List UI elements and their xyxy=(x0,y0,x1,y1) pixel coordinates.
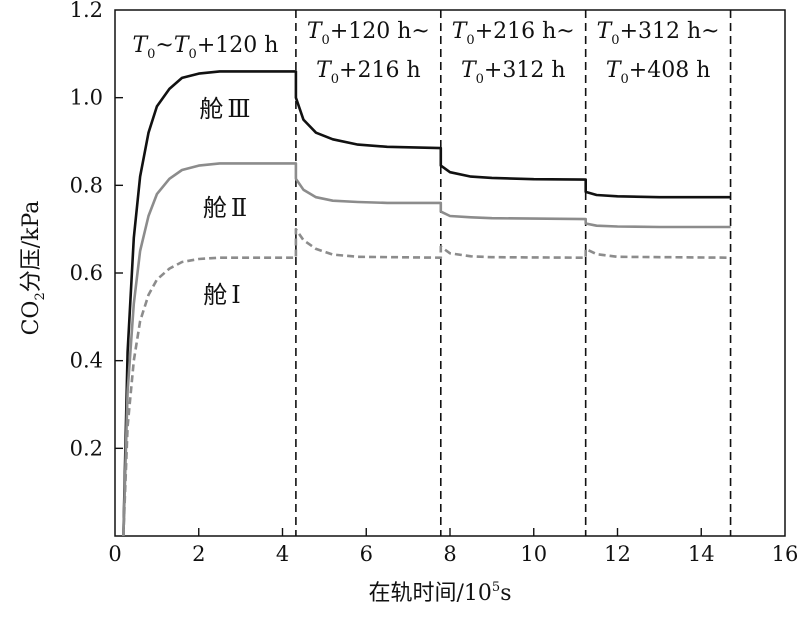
x-tick-label: 10 xyxy=(520,542,547,566)
x-tick-label: 6 xyxy=(360,542,373,566)
y-axis-title: CO2分压/kPa xyxy=(19,201,48,336)
series-labels: 舱 Ⅲ 舱 Ⅱ 舱 Ⅰ xyxy=(199,95,250,309)
phase-boundaries xyxy=(295,10,732,536)
x-tick-label: 2 xyxy=(192,542,205,566)
x-tick-label: 14 xyxy=(688,542,715,566)
x-tick-label: 16 xyxy=(772,542,799,566)
series-line-1 xyxy=(122,70,731,537)
y-tick-label: 1.2 xyxy=(70,0,103,22)
phase-label-4: T0+312 h~ xyxy=(597,19,720,48)
x-tick-label: 12 xyxy=(604,542,631,566)
phase-label-2: T0+120 h~ xyxy=(307,19,430,48)
phase-label-3: T0+216 h~ xyxy=(452,19,575,48)
series-line-2 xyxy=(122,162,731,537)
x-tick-label: 0 xyxy=(108,542,121,566)
series-lines xyxy=(122,70,731,537)
axis-ticks: 0 2 4 6 8 10 12 14 16 0.2 0.4 0.6 0.8 1.0 1.2 xyxy=(70,0,799,566)
x-axis-title: 在轨时间/105s xyxy=(369,580,512,606)
y-tick-label: 1.0 xyxy=(70,86,103,110)
y-tick-label: 0.2 xyxy=(70,436,103,460)
x-tick-label: 4 xyxy=(276,542,289,566)
series-line-3 xyxy=(122,227,731,537)
y-tick-label: 0.8 xyxy=(70,173,103,197)
phase-labels: T0~T0+120 h T0+120 h~ T0+216 h T0+216 h~ T0+… xyxy=(132,19,719,87)
phase-label-4: T0+408 h xyxy=(606,58,711,87)
phase-label-2: T0+216 h xyxy=(316,58,421,87)
phase-label-1: T0~T0+120 h xyxy=(132,33,278,62)
y-tick-label: 0.4 xyxy=(70,349,103,373)
y-tick-label: 0.6 xyxy=(70,261,103,285)
plot-frame xyxy=(114,9,786,537)
x-tick-label: 8 xyxy=(443,542,456,566)
phase-label-3: T0+312 h xyxy=(461,58,566,87)
